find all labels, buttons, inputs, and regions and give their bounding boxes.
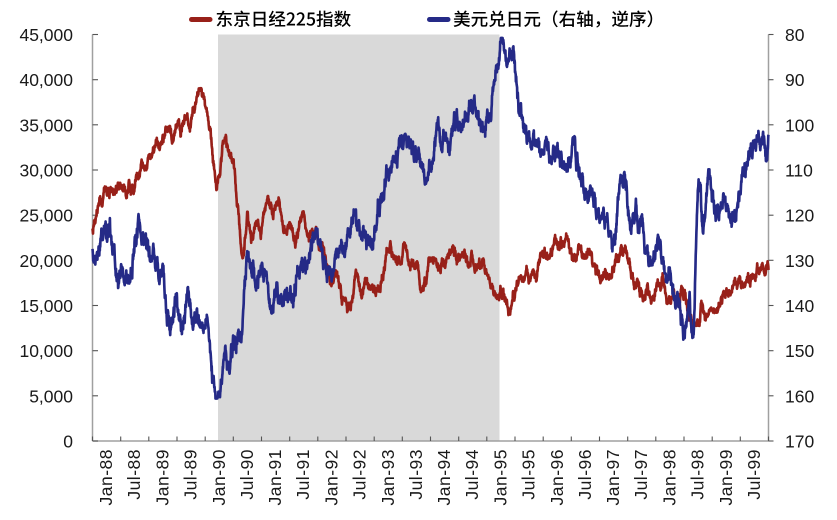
svg-text:Jul-88: Jul-88 bbox=[124, 449, 144, 500]
svg-text:Jan-92: Jan-92 bbox=[321, 449, 341, 506]
svg-text:100: 100 bbox=[785, 115, 814, 135]
svg-text:45,000: 45,000 bbox=[19, 25, 73, 45]
svg-text:170: 170 bbox=[785, 432, 814, 452]
svg-text:130: 130 bbox=[785, 251, 814, 271]
svg-text:Jan-91: Jan-91 bbox=[265, 449, 285, 506]
svg-text:Jul-95: Jul-95 bbox=[519, 449, 539, 500]
svg-text:20,000: 20,000 bbox=[19, 251, 73, 271]
svg-text:Jan-89: Jan-89 bbox=[152, 449, 172, 506]
svg-text:Jan-98: Jan-98 bbox=[659, 449, 679, 506]
svg-text:90: 90 bbox=[785, 70, 805, 90]
svg-text:Jul-90: Jul-90 bbox=[237, 449, 257, 500]
svg-text:Jul-94: Jul-94 bbox=[462, 449, 482, 500]
svg-text:5,000: 5,000 bbox=[29, 386, 73, 406]
svg-text:Jan-96: Jan-96 bbox=[547, 449, 567, 506]
svg-text:160: 160 bbox=[785, 386, 814, 406]
svg-text:30,000: 30,000 bbox=[19, 161, 73, 181]
svg-text:25,000: 25,000 bbox=[19, 206, 73, 226]
svg-text:Jul-91: Jul-91 bbox=[293, 449, 313, 500]
svg-text:35,000: 35,000 bbox=[19, 115, 73, 135]
svg-text:140: 140 bbox=[785, 296, 814, 316]
svg-text:Jan-94: Jan-94 bbox=[434, 449, 454, 506]
svg-text:Jul-98: Jul-98 bbox=[688, 449, 708, 500]
svg-text:Jul-92: Jul-92 bbox=[350, 449, 370, 500]
svg-text:Jul-89: Jul-89 bbox=[181, 449, 201, 500]
svg-text:80: 80 bbox=[785, 25, 805, 45]
svg-text:110: 110 bbox=[785, 161, 813, 181]
svg-text:Jan-97: Jan-97 bbox=[603, 449, 623, 506]
svg-text:Jan-99: Jan-99 bbox=[716, 449, 736, 506]
svg-text:Jan-95: Jan-95 bbox=[490, 449, 510, 506]
svg-text:Jan-88: Jan-88 bbox=[96, 449, 116, 506]
svg-text:Jul-96: Jul-96 bbox=[575, 449, 595, 500]
svg-text:120: 120 bbox=[785, 206, 814, 226]
svg-text:Jul-97: Jul-97 bbox=[631, 449, 651, 500]
svg-text:150: 150 bbox=[785, 341, 814, 361]
svg-text:Jul-99: Jul-99 bbox=[744, 449, 764, 500]
svg-text:15,000: 15,000 bbox=[19, 296, 73, 316]
svg-text:0: 0 bbox=[63, 432, 73, 452]
svg-text:10,000: 10,000 bbox=[19, 341, 73, 361]
svg-text:40,000: 40,000 bbox=[19, 70, 73, 90]
svg-text:Jan-90: Jan-90 bbox=[209, 449, 229, 506]
svg-text:Jul-93: Jul-93 bbox=[406, 449, 426, 500]
svg-text:Jan-93: Jan-93 bbox=[378, 449, 398, 506]
